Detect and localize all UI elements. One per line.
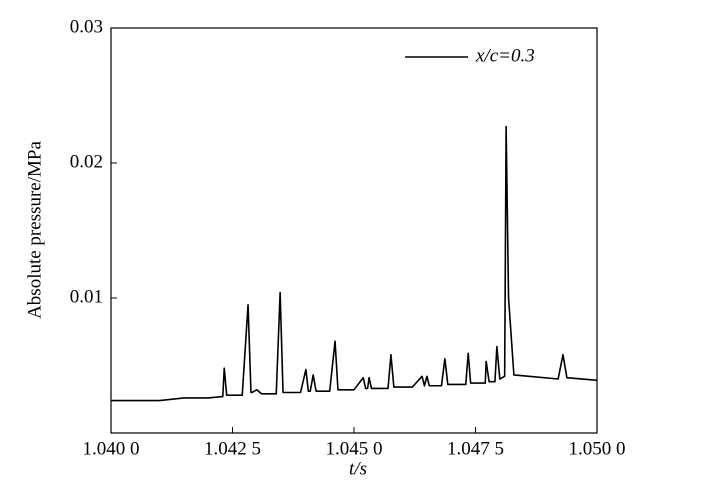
plot-frame — [110, 27, 598, 434]
y-tick-label: 0.02 — [70, 151, 103, 172]
data-line — [111, 125, 598, 402]
legend-label: x/c=0.3 — [475, 45, 535, 66]
x-tick-label: 1.045 0 — [326, 438, 383, 459]
x-tick-label: 1.040 0 — [83, 438, 140, 459]
x-tick-label: 1.047 5 — [447, 438, 504, 459]
y-axis-label: Absolute pressure/MPa — [24, 141, 45, 319]
x-tick-label: 1.050 0 — [569, 438, 626, 459]
y-tick-label: 0.01 — [70, 286, 103, 307]
x-axis-label: t/s — [349, 458, 367, 479]
y-tick-label: 0.03 — [70, 16, 103, 37]
x-tick-label: 1.042 5 — [204, 438, 261, 459]
